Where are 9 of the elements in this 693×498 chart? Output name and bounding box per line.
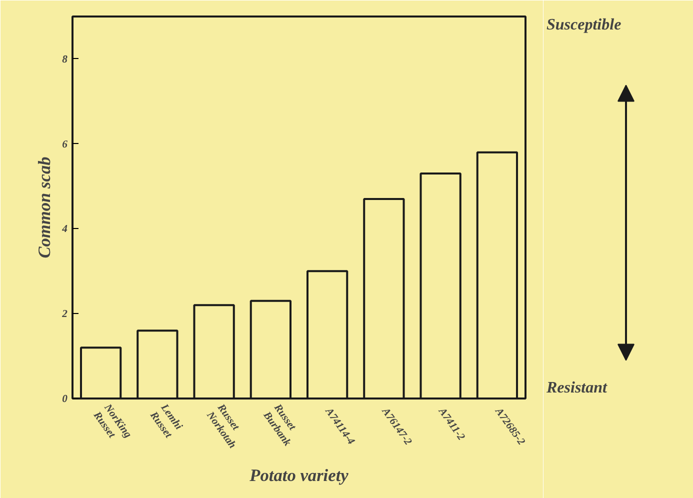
text: Susceptible xyxy=(546,16,622,34)
y-tick-label: 0 xyxy=(62,394,68,405)
y-axis-title: Common scab xyxy=(35,156,54,258)
x-axis-title: Potato variety xyxy=(248,466,349,485)
y-tick-label: 4 xyxy=(61,224,68,236)
text: Resistant xyxy=(546,380,608,396)
y-tick-label: 8 xyxy=(62,54,68,66)
y-tick-label: 6 xyxy=(62,139,68,150)
y-tick-label: 2 xyxy=(61,309,68,320)
